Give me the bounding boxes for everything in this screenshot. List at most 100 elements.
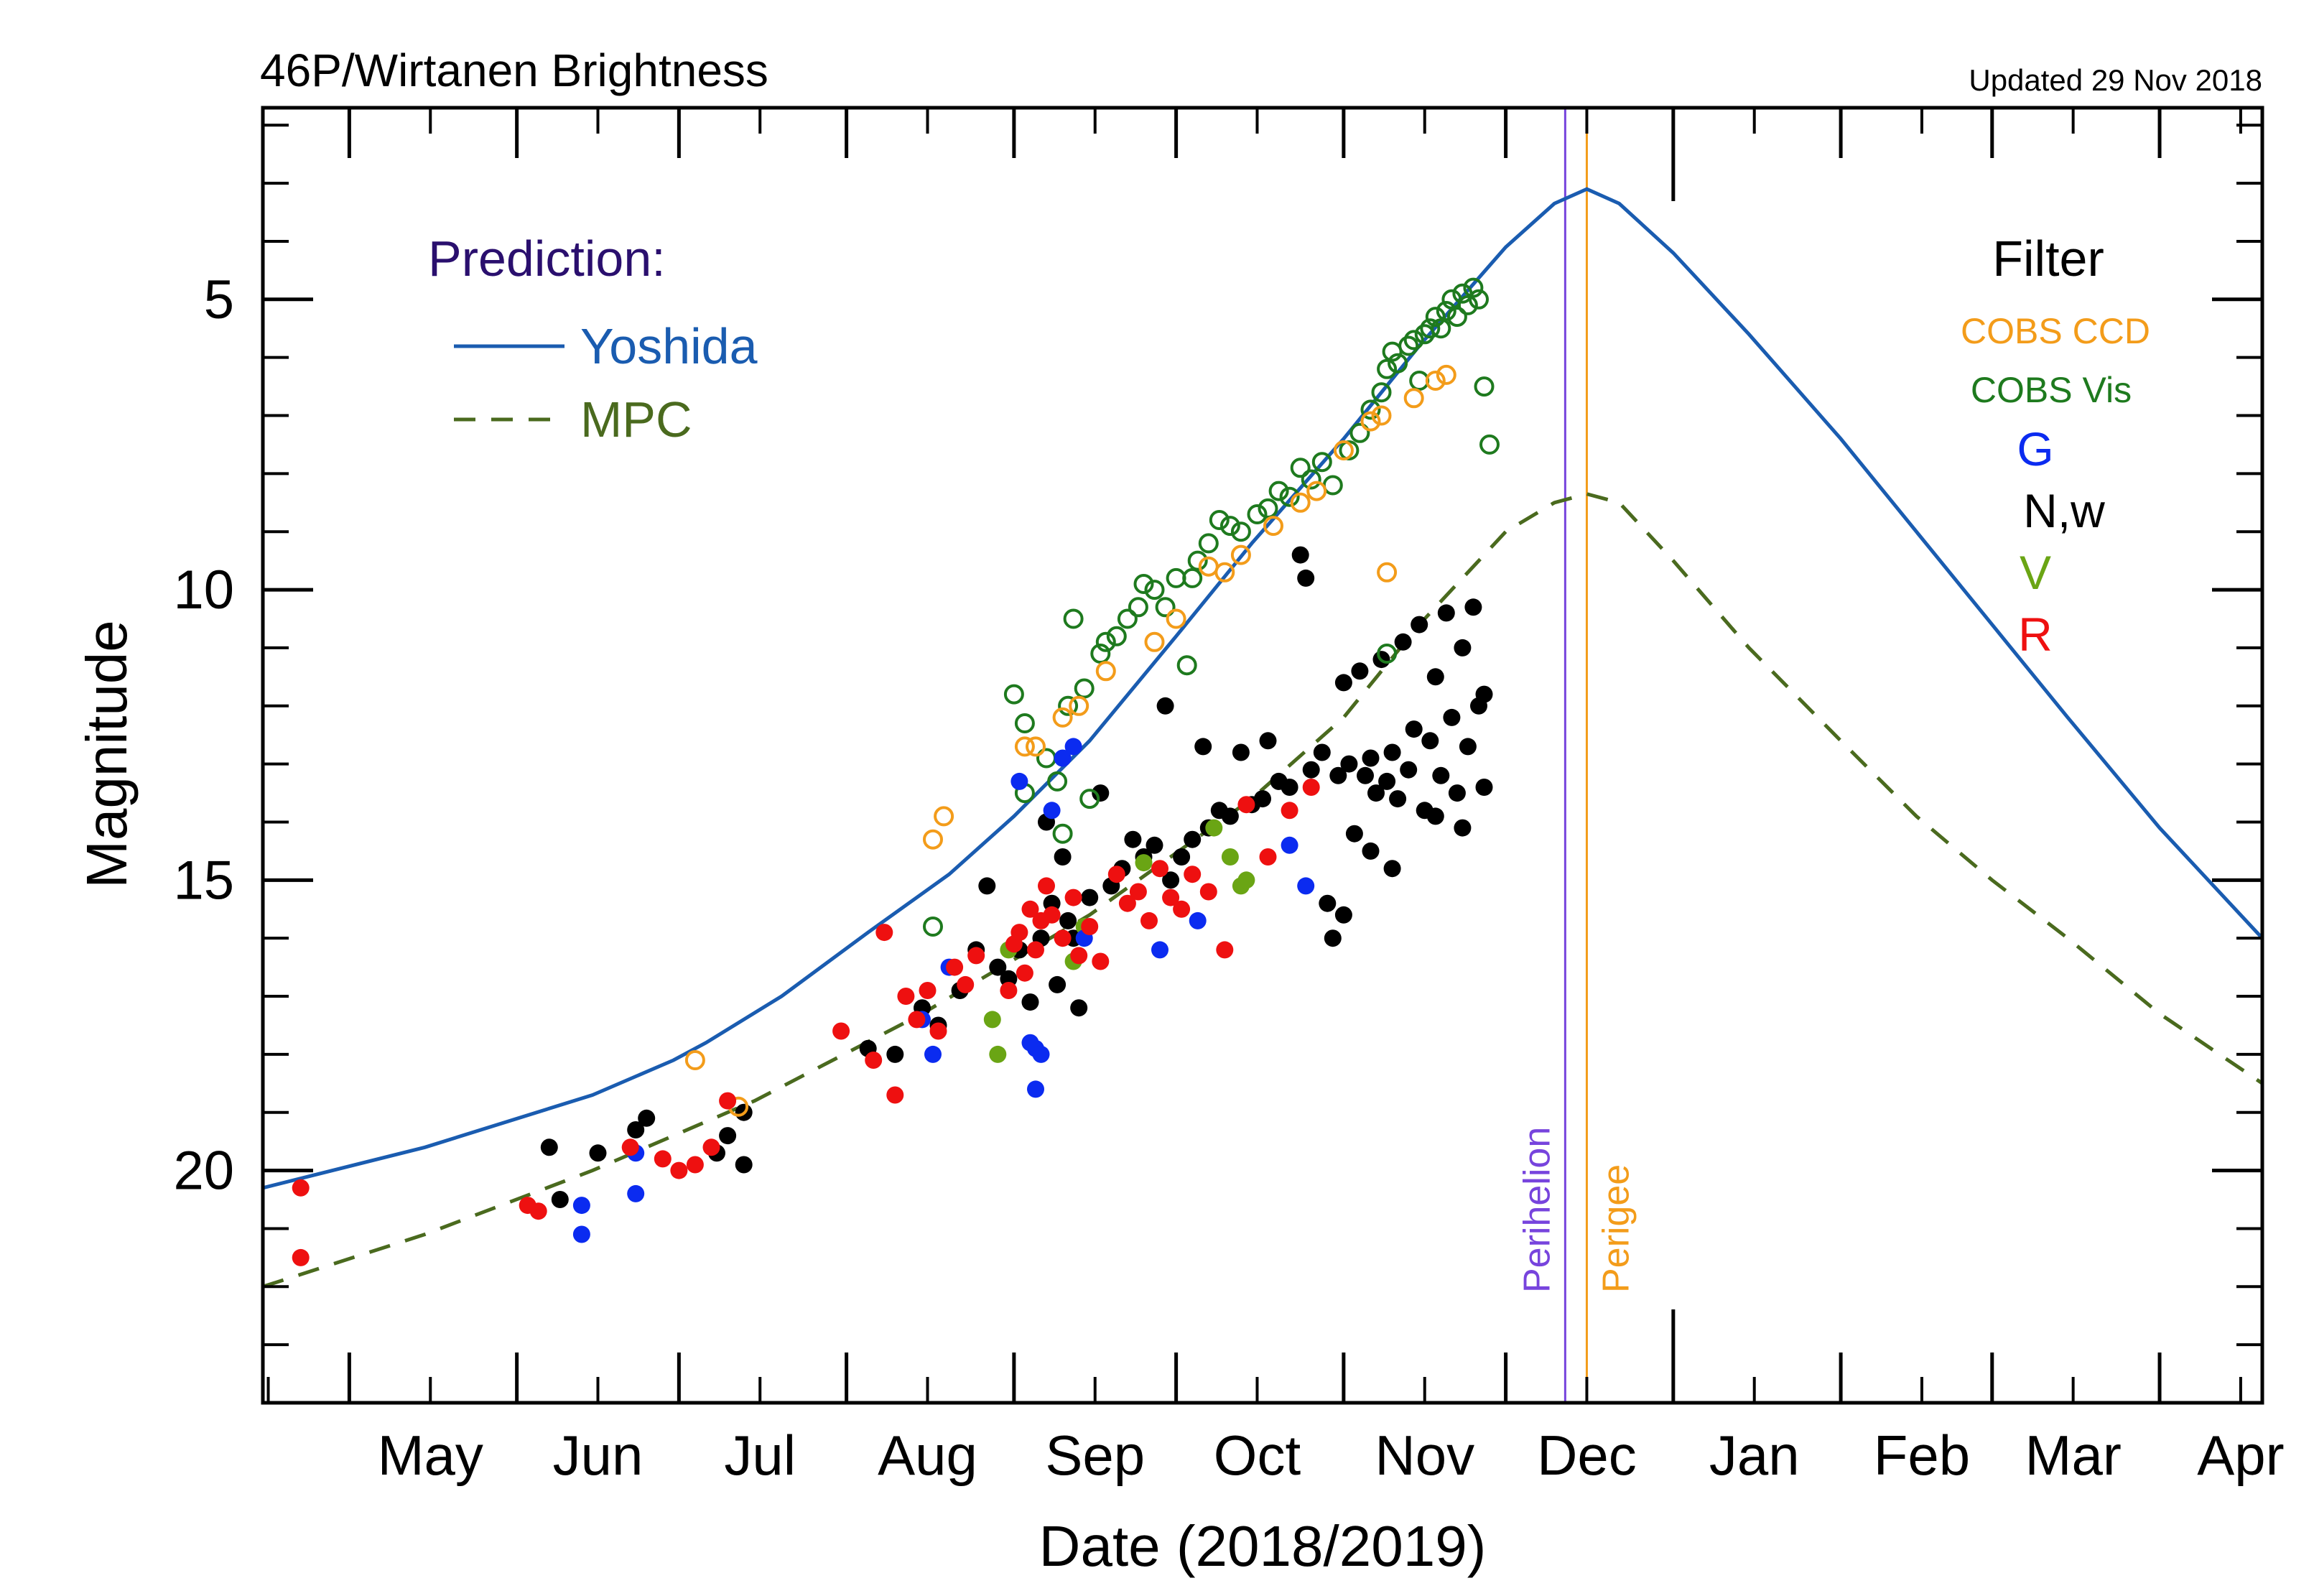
perihelion-label: Perihelion bbox=[1516, 1127, 1558, 1293]
x-tick-label-dec: Dec bbox=[1537, 1424, 1637, 1487]
r-point bbox=[1302, 779, 1320, 796]
r-point bbox=[1092, 952, 1110, 970]
r-point bbox=[946, 958, 964, 976]
r-point bbox=[919, 982, 937, 999]
r-point bbox=[621, 1138, 639, 1156]
g-point bbox=[1021, 1034, 1039, 1052]
cobs-ccd-point bbox=[684, 1050, 705, 1070]
cobs-ccd-point bbox=[1144, 631, 1165, 652]
r-point bbox=[1118, 894, 1136, 912]
n-w-point bbox=[1448, 784, 1466, 802]
cobs-vis-point bbox=[1377, 644, 1398, 664]
cobs-vis-point bbox=[1268, 481, 1289, 501]
cobs-vis-point bbox=[1311, 452, 1332, 473]
r-point bbox=[865, 1052, 883, 1069]
x-tick-label-jul: Jul bbox=[724, 1424, 796, 1487]
n-w-point bbox=[1475, 685, 1493, 703]
cobs-vis-point bbox=[1371, 382, 1392, 403]
x-tick-label-mar: Mar bbox=[2025, 1424, 2121, 1487]
cobs-vis-point bbox=[1247, 504, 1268, 524]
r-point bbox=[719, 1092, 737, 1110]
cobs-vis-point bbox=[1128, 597, 1148, 618]
r-point bbox=[1151, 860, 1168, 878]
g-point bbox=[1043, 802, 1061, 820]
cobs-ccd-point bbox=[1214, 562, 1235, 583]
cobs-vis-point bbox=[1279, 486, 1300, 507]
r-point bbox=[1038, 877, 1055, 895]
r-point bbox=[1173, 900, 1191, 918]
n-w-point bbox=[1291, 546, 1309, 564]
cobs-ccd-point bbox=[923, 829, 943, 850]
cobs-vis-point bbox=[1463, 277, 1484, 298]
n-w-point bbox=[1437, 604, 1455, 622]
r-point bbox=[670, 1161, 688, 1179]
y-axis-label: Magnitude bbox=[75, 620, 139, 889]
g-point bbox=[1297, 877, 1315, 895]
n-w-point bbox=[1070, 999, 1088, 1017]
filter-legend-cobs-vis: COBS Vis bbox=[1971, 370, 2132, 410]
r-point bbox=[1281, 802, 1298, 820]
cobs-vis-point bbox=[1301, 469, 1321, 490]
n-w-point bbox=[1324, 929, 1342, 947]
r-point bbox=[1070, 947, 1088, 965]
cobs-vis-point bbox=[1209, 510, 1230, 530]
n-w-point bbox=[1351, 662, 1369, 680]
x-tick-label-apr: Apr bbox=[2197, 1424, 2284, 1487]
n-w-point bbox=[627, 1121, 645, 1138]
n-w-point bbox=[1464, 598, 1482, 616]
n-w-point bbox=[1362, 842, 1380, 860]
cobs-vis-point bbox=[1014, 713, 1035, 733]
r-point bbox=[1129, 883, 1147, 901]
n-w-point bbox=[1049, 975, 1067, 993]
r-point bbox=[1043, 906, 1061, 924]
v-point bbox=[1205, 819, 1223, 837]
g-point bbox=[1032, 1045, 1050, 1063]
n-w-point bbox=[1334, 906, 1352, 924]
n-w-point bbox=[1394, 633, 1412, 651]
cobs-vis-point bbox=[1095, 631, 1116, 652]
axis-ticks: 5 10 15 20 May Jun Jul Aug Sep Oct Nov Dec Jan Feb Mar… bbox=[173, 108, 2285, 1487]
n-w-point bbox=[1146, 836, 1163, 854]
n-w-point bbox=[1443, 708, 1461, 726]
cobs-vis-point bbox=[1182, 567, 1203, 588]
v-point bbox=[1237, 871, 1255, 889]
cobs-vis-point bbox=[1230, 521, 1251, 542]
n-w-point bbox=[735, 1156, 753, 1174]
cobs-vis-point bbox=[1219, 516, 1240, 537]
cobs-ccd-point bbox=[1425, 371, 1446, 391]
n-w-point bbox=[1345, 825, 1363, 843]
n-w-point bbox=[1281, 779, 1298, 796]
n-w-point bbox=[1162, 871, 1180, 889]
n-w-point bbox=[1426, 807, 1444, 825]
n-w-point bbox=[1124, 830, 1142, 848]
x-tick-label-aug: Aug bbox=[878, 1424, 977, 1487]
cobs-vis-point bbox=[1144, 580, 1165, 600]
cobs-ccd-point bbox=[1377, 562, 1398, 583]
cobs-ccd-point bbox=[1263, 516, 1283, 537]
x-tick-label-sep: Sep bbox=[1045, 1424, 1145, 1487]
observation-points bbox=[292, 277, 1500, 1266]
cobs-vis-point bbox=[1425, 307, 1446, 328]
n-w-point bbox=[1302, 761, 1320, 779]
cobs-vis-point bbox=[1322, 475, 1343, 496]
n-w-point bbox=[1340, 755, 1358, 773]
v-point bbox=[1135, 854, 1153, 872]
r-point bbox=[832, 1022, 850, 1040]
cobs-vis-point bbox=[1176, 655, 1197, 676]
r-point bbox=[1000, 982, 1018, 999]
cobs-vis-point bbox=[1436, 301, 1456, 321]
n-w-point bbox=[1383, 743, 1401, 761]
cobs-vis-point bbox=[1290, 458, 1311, 478]
v-point bbox=[989, 1045, 1007, 1063]
cobs-ccd-point bbox=[1306, 481, 1327, 501]
n-w-point bbox=[1378, 772, 1396, 790]
n-w-point bbox=[1421, 732, 1439, 750]
cobs-ccd-point bbox=[1333, 440, 1354, 460]
cobs-ccd-point bbox=[1230, 544, 1251, 565]
g-point bbox=[924, 1045, 942, 1063]
filter-legend-v: V bbox=[2020, 546, 2051, 599]
cobs-vis-point bbox=[1063, 608, 1084, 629]
g-point bbox=[572, 1197, 590, 1215]
g-points bbox=[572, 738, 1315, 1243]
